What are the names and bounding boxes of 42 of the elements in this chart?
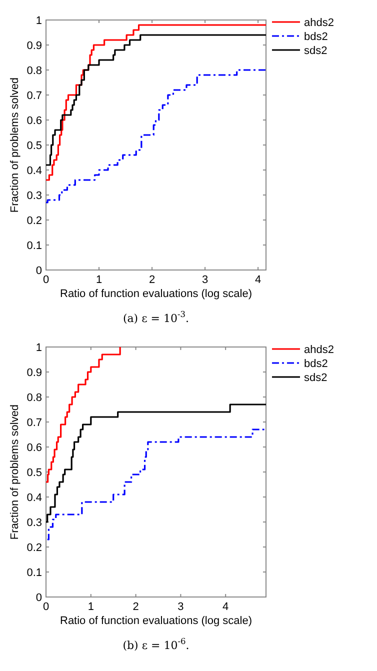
y-tick-label: 0.9	[26, 40, 42, 52]
y-tick-label: 0	[36, 264, 42, 277]
y-tick-label: 0.2	[26, 542, 42, 554]
y-tick-label: 0.2	[26, 214, 42, 227]
y-tick-label: 0.4	[26, 164, 42, 177]
y-tick-label: 0.5	[26, 466, 42, 479]
x-axis-title: Ratio of function evaluations (log scale)	[60, 615, 252, 627]
legend-label: bds2	[304, 30, 328, 43]
y-tick-label: 0.9	[26, 366, 42, 379]
y-tick-label: 0.3	[26, 516, 42, 529]
y-tick-label: 0.5	[26, 140, 42, 152]
y-tick-label: 0.8	[26, 64, 42, 77]
text: (b) ε = 10$^{-6}$.	[122, 636, 190, 652]
x-tick-label: 2	[132, 601, 139, 613]
y-tick-label: 1	[36, 342, 42, 354]
y-tick-label: 0.7	[26, 90, 42, 102]
x-tick-label: 3	[202, 274, 208, 286]
x-tick-label: 4	[254, 274, 262, 286]
y-tick-label: 0.8	[26, 392, 42, 404]
legend-label: sds2	[304, 44, 328, 57]
x-axis-title: Ratio of function evaluations (log scale)	[60, 288, 252, 300]
y-tick-label: 0	[36, 592, 42, 604]
legend-label: ahds2	[304, 16, 334, 29]
legend-label: sds2	[304, 372, 328, 384]
legend-label: ahds2	[304, 344, 334, 356]
y-tick-label: 0.6	[26, 442, 42, 454]
text: (a) ε = 10$^{-3}$.	[122, 309, 190, 325]
y-tick-label: 0.4	[26, 492, 42, 504]
y-tick-label: 0.3	[26, 190, 42, 202]
y-axis-title: Fraction of problems solved	[9, 77, 21, 213]
x-tick-label: 4	[222, 601, 229, 613]
y-tick-label: 0.6	[26, 114, 42, 127]
y-tick-label: 0.1	[26, 240, 42, 252]
y-tick-label: 0.1	[26, 566, 42, 579]
y-tick-label: 0.7	[26, 416, 42, 429]
x-tick-label: 1	[88, 601, 94, 613]
legend-label: bds2	[304, 358, 328, 370]
y-axis-title: Fraction of problems solved	[9, 404, 21, 540]
y-tick-label: 1	[36, 14, 42, 27]
x-tick-label: 3	[178, 601, 184, 613]
x-tick-label: 2	[148, 274, 156, 286]
x-tick-label: 1	[96, 274, 102, 286]
